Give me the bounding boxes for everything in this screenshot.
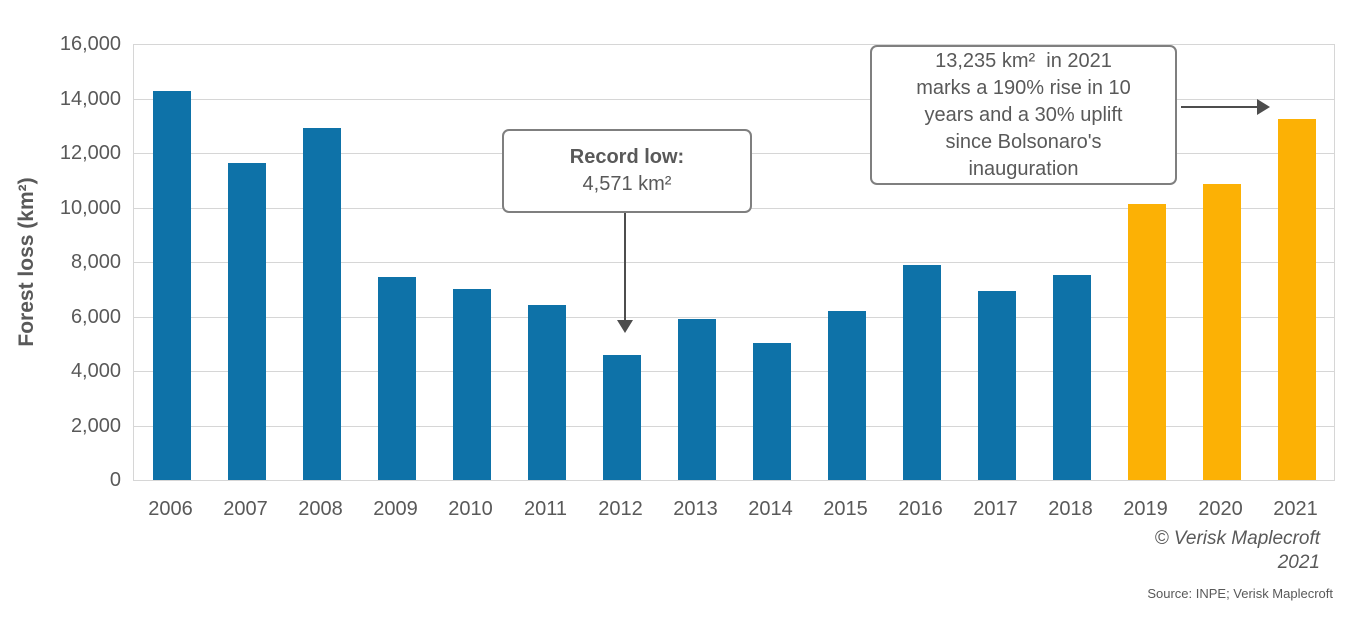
annotation-line: 13,235 km² in 2021: [935, 49, 1112, 72]
annotation-2021-arrow-head-icon: [1257, 99, 1270, 115]
bar-2012: [602, 355, 641, 480]
bar-2009: [377, 276, 416, 480]
x-axis-label-2009: 2009: [373, 498, 418, 520]
y-tick-label: 0: [109, 469, 121, 491]
y-tick-label: 6,000: [70, 305, 121, 328]
copyright-line1: © Verisk Maplecroft: [1154, 528, 1320, 549]
y-tick-label: 2,000: [70, 414, 121, 437]
x-axis-label-2019: 2019: [1123, 498, 1168, 520]
bar-2006: [152, 90, 191, 480]
x-axis-label-2018: 2018: [1048, 498, 1093, 520]
annotation-2021-text: 13,235 km² in 2021 marks a 190% rise in 1…: [870, 45, 1177, 185]
x-axis-label-2014: 2014: [748, 498, 793, 520]
y-tick-label: 10,000: [59, 196, 121, 219]
bar-2008: [302, 128, 341, 480]
gridline: [134, 425, 1334, 427]
annotation-line: years and a 30% uplift: [924, 103, 1123, 126]
annotation-2021-arrow-line: [1181, 106, 1257, 108]
bar-2011: [527, 305, 566, 480]
annotation-record-low-value: 4,571 km²: [582, 173, 672, 195]
bar-2016: [902, 264, 941, 480]
y-tick-label: 4,000: [70, 360, 121, 382]
x-axis-label-2013: 2013: [673, 498, 718, 520]
x-axis-label-2007: 2007: [223, 498, 268, 520]
gridline: [134, 98, 1334, 100]
x-axis-label-2006: 2006: [148, 498, 193, 520]
bar-2010: [452, 289, 491, 480]
bar-2018: [1052, 274, 1091, 480]
copyright-line2: 2021: [1277, 552, 1320, 573]
plot-area: [133, 44, 1335, 481]
y-tick-label: 16,000: [59, 33, 121, 55]
annotation-line: since Bolsonaro's: [945, 130, 1102, 153]
gridline: [134, 371, 1334, 372]
x-axis-label-2017: 2017: [973, 498, 1018, 520]
x-axis-label-2010: 2010: [448, 498, 493, 520]
bar-2021: [1277, 119, 1316, 480]
bar-2020: [1202, 184, 1241, 480]
x-axis-label-2021: 2021: [1273, 498, 1318, 520]
y-tick-label: 14,000: [59, 87, 121, 110]
bar-2019: [1127, 204, 1166, 480]
source-note: Source: INPE; Verisk Maplecroft: [1147, 586, 1333, 601]
gridline: [134, 44, 1334, 45]
x-axis-label-2016: 2016: [898, 498, 943, 520]
bar-2017: [977, 290, 1016, 480]
gridline: [134, 316, 1334, 318]
x-axis-label-2012: 2012: [598, 498, 643, 520]
copyright-note: © Verisk Maplecroft 2021: [1155, 527, 1320, 575]
bar-2007: [227, 162, 266, 480]
x-axis-label-2015: 2015: [823, 498, 868, 520]
annotation-line: inauguration: [968, 157, 1079, 180]
y-tick-label: 8,000: [70, 251, 121, 273]
y-axis-title: Forest loss (km²): [15, 177, 38, 347]
gridline: [134, 262, 1334, 263]
annotation-line: marks a 190% rise in 10: [916, 76, 1131, 99]
record-low-arrow-line: [624, 211, 626, 321]
annotation-record-low: Record low: 4,571 km²: [502, 129, 752, 213]
annotation-record-low-title: Record low:: [569, 146, 685, 168]
record-low-arrow-head-icon: [617, 320, 633, 333]
bar-2015: [827, 310, 866, 480]
y-tick-label: 12,000: [59, 142, 121, 164]
bar-2014: [752, 343, 791, 480]
x-axis-label-2008: 2008: [298, 498, 343, 520]
x-axis-label-2020: 2020: [1198, 498, 1243, 520]
bar-2013: [677, 319, 716, 480]
x-axis-label-2011: 2011: [523, 498, 567, 520]
